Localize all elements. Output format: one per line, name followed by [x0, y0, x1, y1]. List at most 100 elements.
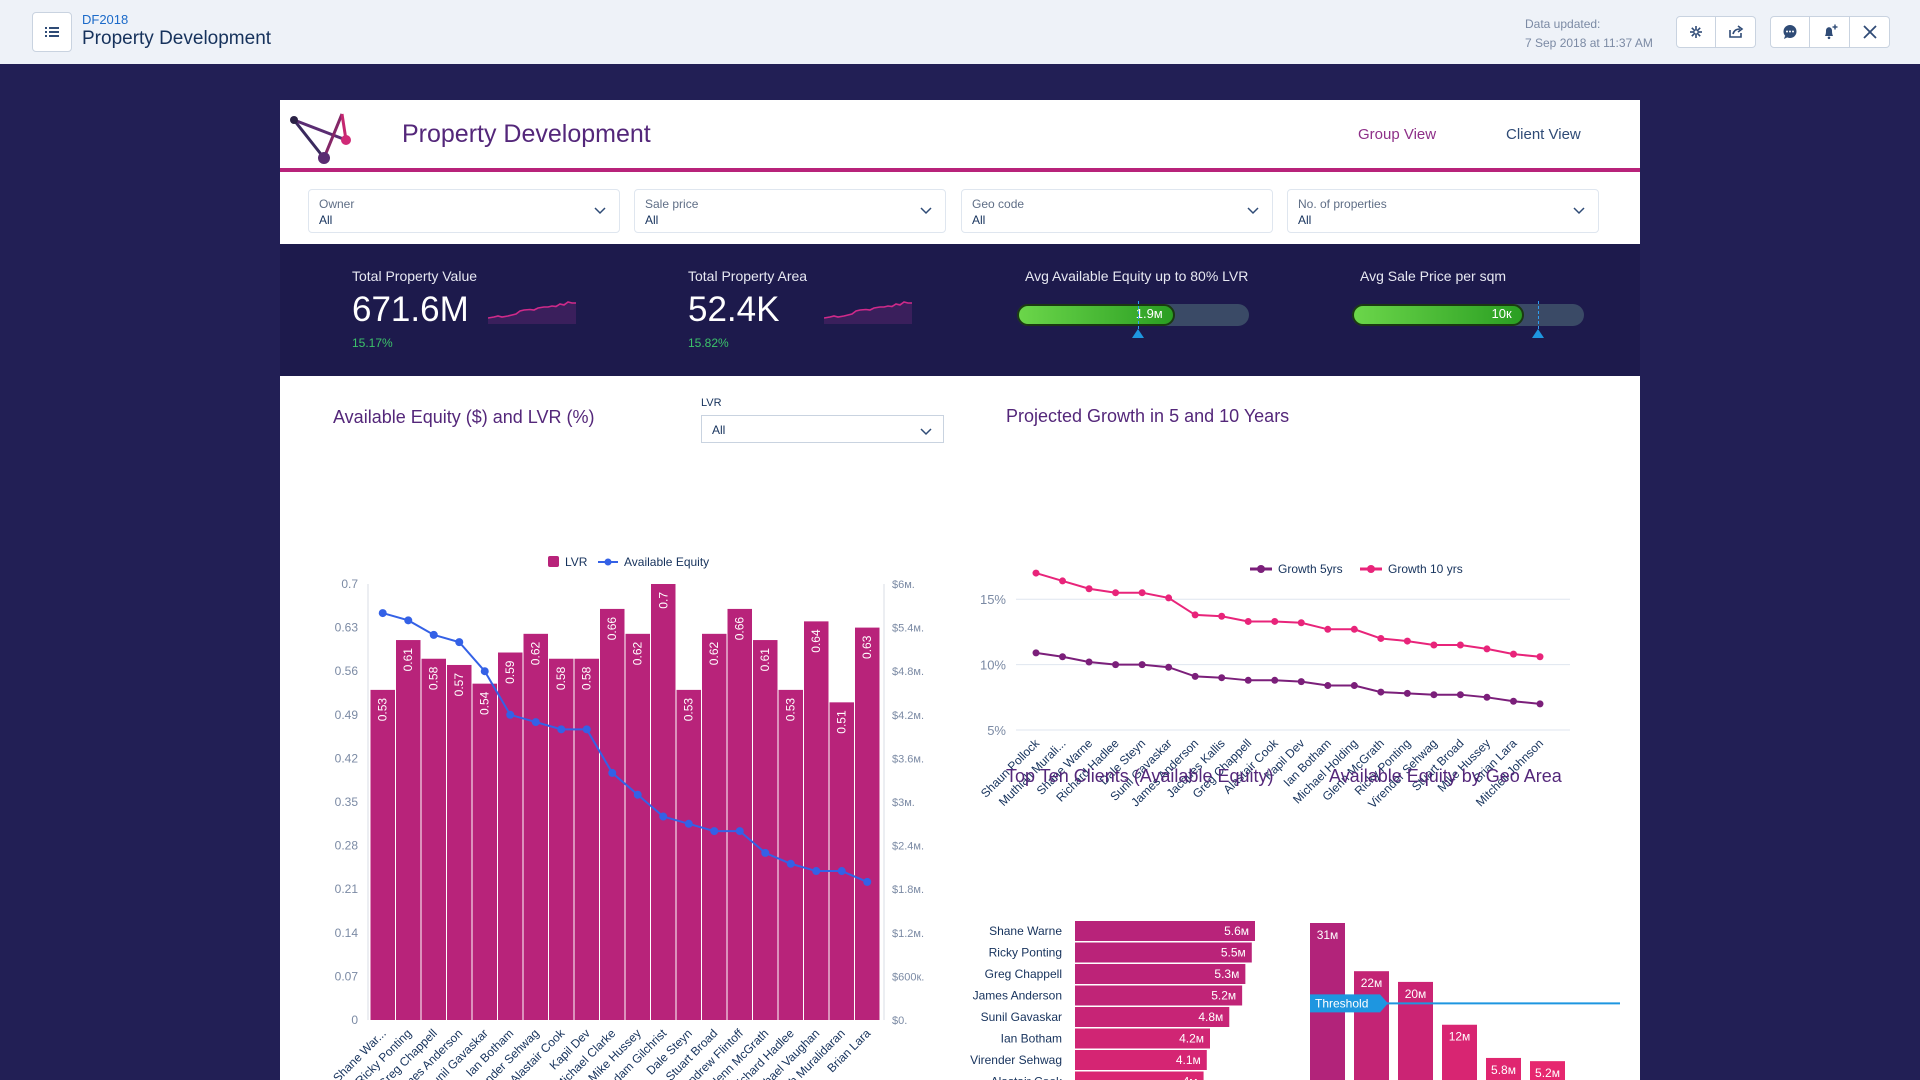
growth-line: [1035, 572, 1541, 658]
growth-point: [1483, 693, 1491, 701]
growth-point: [1430, 691, 1438, 699]
growth-point: [1059, 577, 1067, 585]
client-bar: [1075, 1071, 1204, 1080]
growth-point: [1271, 617, 1279, 625]
equity-point: [378, 609, 387, 618]
lvr-bar-label: 0.62: [631, 642, 645, 666]
equity-point: [557, 725, 566, 734]
geo-bar-label: 31м: [1317, 928, 1339, 942]
kpi-label: Total Property Area: [688, 268, 808, 284]
nav-client-view[interactable]: Client View: [1506, 126, 1581, 143]
sale-price-filter[interactable]: Sale price All: [634, 189, 946, 233]
right-axis-tick: $0.: [892, 1015, 907, 1027]
close-button[interactable]: [1850, 16, 1890, 48]
growth-point: [1430, 641, 1438, 649]
comment-icon: [1783, 25, 1797, 39]
equity-gauge: 1.9м: [1017, 301, 1249, 338]
left-axis-tick: 0.35: [335, 795, 359, 809]
lvr-bar: [396, 640, 421, 1020]
lvr-bar: [702, 633, 727, 1020]
lvr-bar: [855, 627, 880, 1020]
legend-label-5yrs: Growth 5yrs: [1278, 562, 1343, 576]
growth-point: [1032, 569, 1040, 577]
lvr-bar-label: 0.54: [478, 691, 492, 715]
lvr-bar-label: 0.58: [554, 666, 568, 690]
lvr-bar-label: 0.66: [733, 617, 747, 641]
asterisk-icon: [1690, 26, 1702, 38]
equity-point: [710, 827, 719, 836]
owner-filter[interactable]: Owner All: [308, 189, 620, 233]
lvr-bar-label: 0.61: [401, 648, 415, 672]
geo-code-filter-label: Geo code: [972, 197, 1025, 211]
owner-filter-label: Owner: [319, 197, 355, 211]
right-axis-tick: $600к.: [892, 971, 924, 983]
menu-button[interactable]: [32, 12, 72, 52]
equity-point: [812, 867, 821, 876]
properties-filter[interactable]: No. of properties All: [1287, 189, 1599, 233]
bell-plus-icon: [1824, 24, 1837, 40]
growth-point: [1350, 625, 1358, 633]
left-axis-tick: 0.42: [335, 751, 359, 765]
list-icon: [45, 27, 59, 37]
share-button[interactable]: [1716, 16, 1756, 48]
lvr-bar: [574, 658, 599, 1020]
client-label: James Anderson: [973, 989, 1062, 1003]
brand-logo: [290, 113, 351, 164]
gauge-value: 1.9м: [1135, 306, 1163, 321]
growth-point: [1218, 674, 1226, 682]
filter-bar: Owner All Sale price All Geo code All No…: [280, 176, 1640, 244]
legend-label-10yrs: Growth 10 yrs: [1388, 562, 1463, 576]
geo-bar-label: 20м: [1405, 987, 1427, 1001]
header-actions-right: [1770, 16, 1890, 48]
growth-point: [1350, 682, 1358, 690]
header-actions-left: [1676, 16, 1756, 48]
subscribe-button[interactable]: [1676, 16, 1716, 48]
lvr-bar: [421, 658, 446, 1020]
equity-point: [659, 812, 668, 821]
gauge-target-marker: [1131, 329, 1144, 338]
left-axis-tick: 0.49: [335, 708, 359, 722]
growth-point: [1112, 589, 1120, 597]
lvr-bar: [472, 683, 497, 1020]
growth-point: [1165, 594, 1173, 602]
equity-point: [761, 848, 770, 857]
geo-bar-label: 5.8м: [1491, 1063, 1516, 1077]
client-bar: [1075, 1050, 1207, 1070]
notify-button[interactable]: [1810, 16, 1850, 48]
price-gauge: 10к: [1352, 301, 1584, 338]
right-axis-tick: $4.2м.: [892, 710, 924, 722]
lvr-bar: [804, 621, 829, 1020]
dashboard-title: Property Development: [402, 120, 651, 148]
client-bar-label: 4м: [1183, 1075, 1198, 1080]
equity-point: [786, 859, 795, 868]
share-icon: [1728, 25, 1743, 38]
properties-filter-label: No. of properties: [1298, 197, 1387, 211]
left-axis-tick: 0.21: [335, 882, 359, 896]
lvr-bar: [651, 584, 676, 1020]
left-axis-tick: 0.28: [335, 839, 359, 853]
equity-point: [684, 819, 693, 828]
lvr-select[interactable]: All: [701, 415, 944, 443]
lvr-bar: [727, 608, 752, 1020]
threshold-tag: [1310, 994, 1388, 1013]
gauge-target-marker: [1531, 329, 1544, 338]
legend-swatch-lvr: [548, 556, 559, 567]
dashboard: Property Development Group View Client V…: [280, 100, 1640, 1080]
geo-code-filter[interactable]: Geo code All: [961, 189, 1273, 233]
growth-point: [1244, 676, 1252, 684]
nav-group-view[interactable]: Group View: [1358, 126, 1437, 143]
growth-point: [1059, 653, 1067, 661]
kpi-label: Avg Available Equity up to 80% LVR: [1025, 268, 1249, 284]
data-updated: Data updated: 7 Sep 2018 at 11:37 AM: [1525, 15, 1653, 53]
client-bar-label: 5.6м: [1224, 924, 1249, 938]
growth-point: [1324, 682, 1332, 690]
client-label: Alastair Cook: [991, 1075, 1063, 1080]
app-subtitle[interactable]: DF2018: [82, 12, 129, 27]
gauge-target-line: [1537, 301, 1539, 329]
equity-point: [429, 630, 438, 639]
client-bar-label: 4.8м: [1198, 1010, 1223, 1024]
comment-button[interactable]: [1770, 16, 1810, 48]
growth-point: [1483, 645, 1491, 653]
client-label: Ricky Ponting: [989, 946, 1062, 960]
